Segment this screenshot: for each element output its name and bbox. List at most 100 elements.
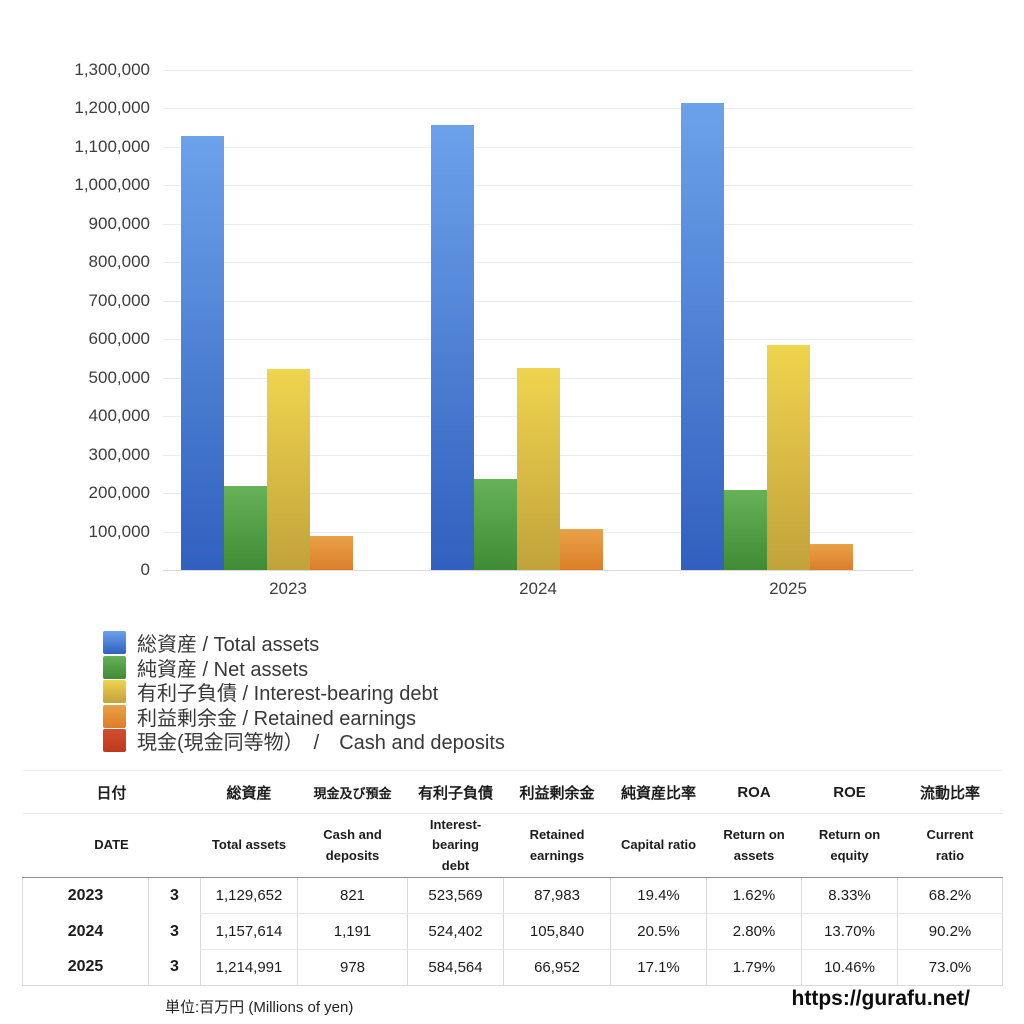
x-tick-label-2025: 2025 — [769, 579, 807, 598]
bar-2025-series-1 — [723, 490, 767, 570]
cell-cash: 1,191 — [297, 913, 408, 950]
y-tick-label-1100000: 1,100,000 — [74, 136, 150, 156]
legend-label-interest-bearing-debt: 有利子負債 / Interest-bearing debt — [137, 683, 439, 705]
cell-current-ratio: 73.0% — [897, 949, 1004, 986]
table-row-2023: 2023 3 1,129,652 821 523,569 87,983 19.4… — [22, 877, 1004, 914]
cell-roa: 1.62% — [706, 877, 802, 914]
header-current-ratio-jp: 流動比率 — [897, 770, 1003, 814]
y-tick-label-200000: 200,000 — [88, 483, 150, 503]
y-tick-label-700000: 700,000 — [88, 290, 150, 310]
header-date-en: DATE — [22, 813, 201, 878]
bar-2023-series-1 — [223, 485, 267, 570]
header-cash-jp: 現金及び預金 — [297, 770, 408, 814]
bar-2025-series-3 — [809, 544, 853, 570]
y-tick-label-600000: 600,000 — [88, 329, 150, 349]
legend-item-retained-earnings: 利益剰余金 / Retained earnings — [103, 704, 505, 730]
gurafu-watermark-url: https://gurafu.net/ — [791, 987, 970, 1010]
cell-roa: 2.80% — [706, 913, 802, 950]
chart-legend: 総資産 / Total assets 純資産 / Net assets 有利子負… — [103, 631, 505, 754]
header-cash-en: Cash and deposits — [297, 813, 408, 878]
header-capital-ratio-jp: 純資産比率 — [610, 770, 707, 814]
gridline-700000 — [163, 300, 913, 302]
y-tick-label-400000: 400,000 — [88, 406, 150, 426]
cell-retained: 105,840 — [503, 913, 611, 950]
legend-item-interest-bearing-debt: 有利子負債 / Interest-bearing debt — [103, 680, 505, 705]
cell-month: 3 — [147, 877, 201, 914]
y-tick-label-100000: 100,000 — [88, 521, 150, 541]
header-total-assets-en: Total assets — [200, 813, 298, 878]
y-tick-label-1300000: 1,300,000 — [74, 60, 150, 79]
table-row-2025: 2025 3 1,214,991 978 584,564 66,952 17.1… — [22, 949, 1004, 986]
header-roe-jp: ROE — [801, 770, 898, 814]
header-debt-jp: 有利子負債 — [407, 770, 504, 814]
cell-roa: 1.79% — [706, 949, 802, 986]
cell-year: 2024 — [22, 913, 149, 950]
cell-debt: 523,569 — [407, 877, 504, 914]
header-date-jp: 日付 — [22, 770, 201, 814]
legend-swatch-interest-bearing-debt — [103, 680, 126, 703]
table-header-en: DATE Total assets Cash and deposits Inte… — [22, 813, 1003, 878]
x-tick-label-2023: 2023 — [269, 579, 307, 598]
legend-label-net-assets: 純資産 / Net assets — [137, 658, 309, 681]
legend-label-retained-earnings: 利益剰余金 / Retained earnings — [137, 707, 417, 730]
cell-debt: 524,402 — [407, 913, 504, 950]
bar-2024-series-2 — [516, 368, 560, 570]
header-total-assets-jp: 総資産 — [200, 770, 298, 814]
y-tick-label-300000: 300,000 — [88, 444, 150, 464]
bar-2023-series-2 — [266, 368, 310, 570]
header-capital-ratio-en: Capital ratio — [610, 813, 707, 878]
bar-2025-series-0 — [680, 102, 724, 570]
cell-retained: 66,952 — [503, 949, 611, 986]
legend-swatch-retained-earnings — [103, 704, 126, 728]
cell-roe: 13.70% — [801, 913, 898, 950]
cell-year: 2023 — [22, 877, 149, 914]
header-current-ratio-en: Current ratio — [897, 813, 1003, 878]
legend-item-net-assets: 純資産 / Net assets — [103, 655, 505, 681]
header-retained-jp: 利益剰余金 — [503, 770, 611, 814]
bar-2024-series-3 — [559, 529, 603, 570]
legend-item-cash-and-deposits: 現金(現金同等物） / Cash and deposits — [103, 729, 505, 754]
cell-cash: 978 — [297, 949, 408, 986]
cell-capital-ratio: 19.4% — [610, 877, 707, 914]
cell-roe: 8.33% — [801, 877, 898, 914]
y-tick-label-0: 0 — [140, 560, 150, 579]
bar-2024-series-0 — [430, 124, 474, 570]
gridline-900000 — [163, 223, 913, 225]
legend-item-total-assets: 総資産 / Total assets — [103, 631, 505, 656]
table-header-jp: 日付 総資産 現金及び預金 有利子負債 利益剰余金 純資産比率 ROA ROE … — [22, 770, 1003, 814]
gridline-800000 — [163, 262, 913, 264]
plot-area — [163, 70, 913, 571]
cell-month: 3 — [147, 913, 201, 950]
gridline-600000 — [163, 339, 913, 341]
header-roa-jp: ROA — [706, 770, 802, 814]
cell-cash: 821 — [297, 877, 408, 914]
table-row-2024: 2024 3 1,157,614 1,191 524,402 105,840 2… — [22, 913, 1004, 950]
cell-current-ratio: 90.2% — [897, 913, 1004, 950]
legend-label-total-assets: 総資産 / Total assets — [137, 634, 320, 656]
unit-note: 単位:百万円 (Millions of yen) — [165, 999, 354, 1016]
header-debt-en: Interest- bearing debt — [407, 813, 504, 878]
legend-swatch-net-assets — [103, 655, 126, 679]
y-tick-label-1200000: 1,200,000 — [74, 98, 150, 118]
gridline-1200000 — [163, 108, 913, 110]
y-tick-label-900000: 900,000 — [88, 213, 150, 233]
x-tick-label-2024: 2024 — [519, 579, 557, 598]
x-axis-labels: 2023 2024 2025 — [163, 579, 913, 603]
y-tick-label-1000000: 1,000,000 — [74, 175, 150, 195]
legend-swatch-cash-and-deposits — [103, 729, 126, 752]
cell-roe: 10.46% — [801, 949, 898, 986]
cell-total-assets: 1,157,614 — [200, 913, 298, 950]
cell-capital-ratio: 17.1% — [610, 949, 707, 986]
header-roe-en: Return on equity — [801, 813, 898, 878]
y-tick-label-500000: 500,000 — [88, 367, 150, 387]
legend-label-cash-and-deposits: 現金(現金同等物） / Cash and deposits — [137, 732, 505, 754]
cell-month: 3 — [147, 949, 201, 986]
y-tick-label-800000: 800,000 — [88, 252, 150, 272]
gridline-1300000 — [163, 70, 913, 71]
cell-year: 2025 — [22, 949, 149, 986]
bar-2023-series-3 — [309, 536, 353, 570]
legend-swatch-total-assets — [103, 631, 126, 654]
bar-2025-series-2 — [766, 345, 810, 570]
bar-2023-series-0 — [180, 135, 224, 570]
